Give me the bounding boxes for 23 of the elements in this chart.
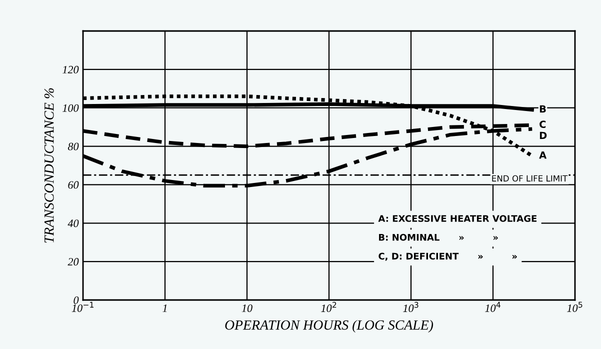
series-label: A	[539, 151, 547, 159]
y-tick-label: 60	[68, 181, 79, 189]
y-tick-label: 40	[68, 220, 79, 228]
y-tick-label: 100	[62, 104, 79, 112]
x-tick-label: 10$^{3}$	[403, 302, 418, 312]
y-tick-label: 80	[68, 142, 79, 150]
x-axis-title: OPERATION HOURS (LOG SCALE)	[225, 320, 434, 333]
annotation: B: NOMINAL » »	[379, 234, 498, 241]
y-tick-label: 120	[62, 66, 79, 74]
x-tick-label: 1	[162, 304, 167, 312]
x-tick-label: 10$^{4}$	[485, 302, 500, 312]
y-tick-label: 0	[74, 296, 79, 304]
x-tick-label: 10$^{5}$	[567, 302, 582, 312]
y-tick-label: 20	[68, 258, 79, 266]
annotation: A: EXCESSIVE HEATER VOLTAGE	[378, 215, 537, 222]
series-label: C	[540, 120, 546, 128]
x-tick-label: 10$^{2}$	[321, 302, 336, 312]
annotation: C, D: DEFICIENT » »	[378, 252, 517, 261]
x-tick-label: 10	[242, 304, 252, 312]
series-label: B	[540, 105, 546, 112]
y-axis-title: TRANSCONDUCTANCE %	[44, 88, 54, 243]
series-label: D	[540, 132, 547, 139]
ref-line-label: END OF LIFE LIMIT	[492, 175, 568, 182]
